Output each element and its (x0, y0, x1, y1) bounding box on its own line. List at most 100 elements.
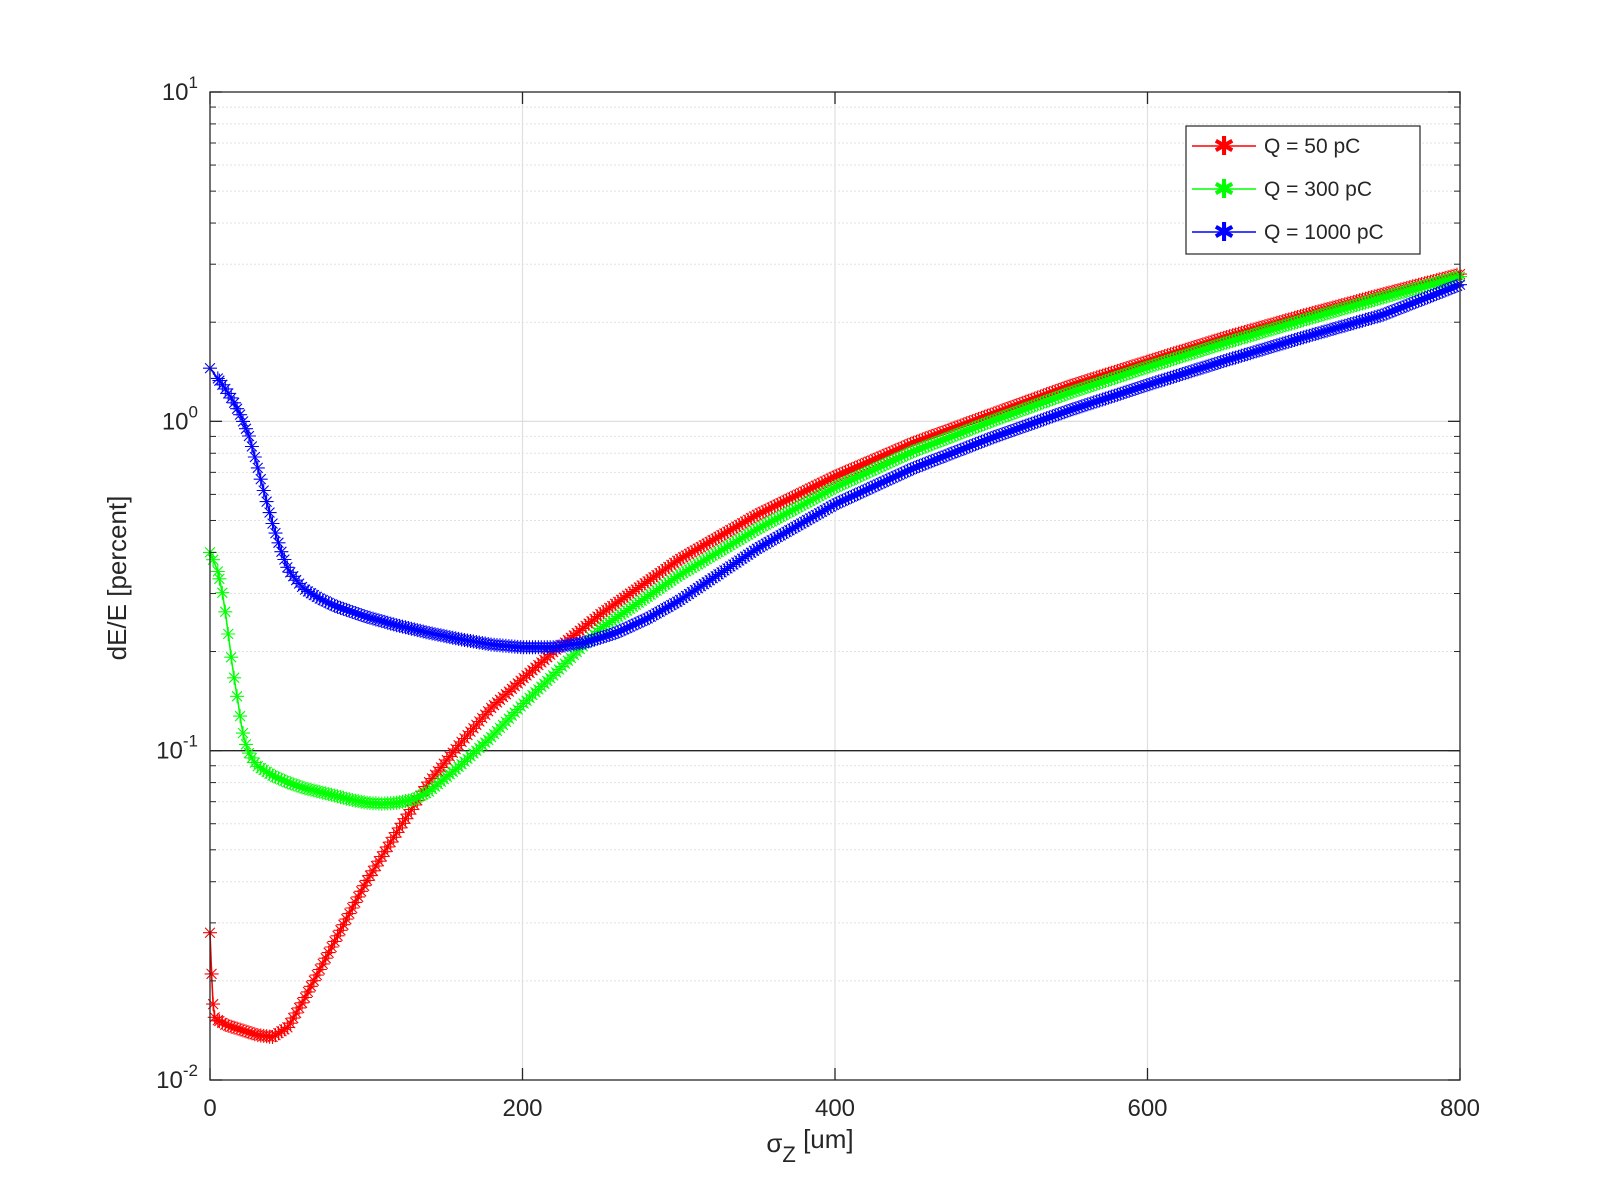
data-point-marker (847, 471, 862, 486)
data-point-marker (921, 455, 936, 470)
legend-marker-q300: ✱ (1213, 174, 1235, 204)
data-point-marker (729, 534, 744, 549)
data-point-marker (271, 1026, 286, 1041)
data-point-marker (673, 551, 688, 566)
data-point-marker (708, 569, 723, 584)
data-point-marker (339, 791, 354, 806)
data-point-marker (779, 524, 794, 539)
data-point-marker (1054, 406, 1069, 421)
data-point-marker (233, 407, 248, 422)
data-point-marker (735, 551, 750, 566)
data-point-marker (212, 373, 227, 388)
data-point-marker (998, 426, 1013, 441)
data-point-marker (847, 461, 862, 476)
data-point-marker (885, 453, 900, 468)
data-point-marker (885, 470, 900, 485)
data-point-marker (271, 771, 286, 786)
data-point-marker (894, 449, 909, 464)
data-point-marker (679, 589, 694, 603)
data-point-marker (820, 484, 835, 499)
data-point-marker (794, 486, 809, 501)
data-point-marker (882, 445, 897, 460)
data-point-marker (1393, 285, 1408, 300)
y-tick-label: 10-2 (156, 1061, 198, 1094)
data-point-marker (670, 594, 685, 609)
data-point-marker (1405, 296, 1420, 311)
data-point-marker (1069, 401, 1083, 416)
data-point-marker (280, 1020, 295, 1035)
data-point-marker (924, 437, 939, 452)
data-point-marker (643, 609, 658, 624)
data-point-marker (676, 566, 691, 580)
data-point-marker (729, 555, 744, 570)
data-point-marker (628, 616, 643, 631)
data-point-marker (599, 617, 614, 632)
data-point-marker (1039, 394, 1054, 409)
legend-marker-q1000: ✱ (1213, 217, 1235, 247)
data-point-marker (623, 586, 637, 601)
data-point-marker (850, 459, 865, 474)
data-point-marker (1074, 381, 1089, 396)
data-point-marker (687, 543, 702, 558)
data-point-marker (1157, 354, 1172, 369)
data-point-marker (398, 811, 413, 826)
data-point-marker (1004, 407, 1018, 422)
data-point-marker (1072, 400, 1086, 415)
data-point-marker (912, 433, 927, 448)
data-point-marker (903, 462, 918, 477)
data-point-marker (939, 423, 953, 438)
data-point-marker (971, 419, 986, 434)
data-point-marker (882, 472, 897, 486)
plot-series (203, 267, 1467, 1044)
data-point-marker (962, 415, 977, 430)
data-point-marker (738, 529, 753, 544)
x-axis-label-symbol: σ (766, 1128, 782, 1158)
data-point-marker (942, 422, 956, 437)
data-point-marker (259, 764, 274, 779)
data-point-marker (968, 413, 983, 428)
data-point-marker (687, 583, 702, 598)
data-point-marker (758, 536, 773, 551)
data-point-marker (212, 571, 227, 586)
data-point-marker (1151, 374, 1166, 389)
x-tick-label: 200 (502, 1095, 542, 1122)
data-point-marker (815, 475, 829, 490)
data-point-marker (844, 489, 859, 504)
data-point-marker (1234, 331, 1249, 346)
legend-label-q1000: Q = 1000 pC (1264, 221, 1384, 244)
data-point-marker (823, 471, 838, 486)
data-point-marker (345, 793, 360, 807)
data-point-marker (301, 584, 315, 599)
data-point-marker (1266, 321, 1281, 336)
data-point-marker (392, 618, 407, 633)
data-point-marker (711, 529, 726, 544)
data-point-marker (705, 571, 720, 586)
data-point-marker (1045, 409, 1060, 424)
y-tick-label-base: 10 (156, 1067, 183, 1094)
data-point-marker (1030, 414, 1045, 429)
data-point-marker (1293, 331, 1308, 346)
data-point-marker (939, 431, 953, 446)
data-point-marker (1272, 320, 1287, 335)
data-point-marker (933, 426, 948, 440)
data-point-marker (1142, 359, 1157, 374)
data-point-marker (1435, 284, 1450, 299)
series-1 (203, 269, 1467, 811)
data-point-marker (1175, 367, 1190, 381)
data-point-marker (1139, 378, 1154, 393)
data-point-marker (921, 430, 936, 445)
data-point-marker (832, 478, 847, 493)
data-point-marker (587, 632, 602, 647)
data-point-marker (717, 526, 732, 541)
y-axis-label: dE/E [percent] (102, 496, 132, 661)
data-point-marker (897, 448, 912, 463)
data-point-marker (1376, 290, 1391, 305)
data-point-marker (614, 592, 629, 607)
data-point-marker (862, 454, 877, 469)
legend-marker-q50: ✱ (1213, 131, 1235, 161)
data-point-marker (868, 478, 883, 493)
data-point-marker (755, 504, 770, 519)
data-point-marker (336, 917, 351, 932)
data-point-marker (1358, 312, 1373, 327)
data-point-marker (682, 562, 696, 577)
